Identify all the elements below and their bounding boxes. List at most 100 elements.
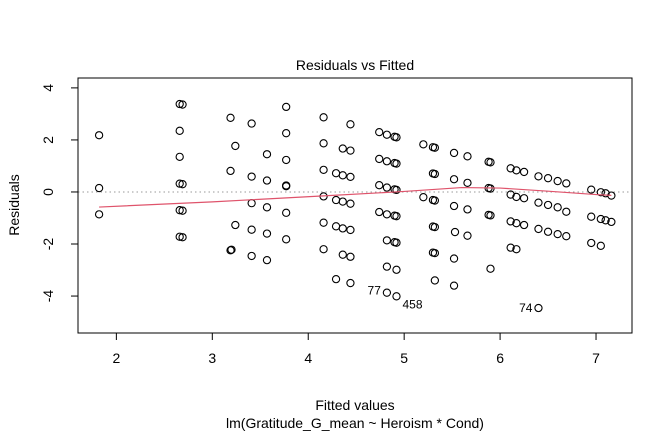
data-point (543, 174, 553, 183)
x-tick-label: 3 (208, 350, 216, 366)
data-point (463, 231, 472, 240)
data-point (247, 172, 256, 181)
data-point (346, 278, 355, 288)
data-point (463, 152, 472, 161)
data-point (486, 158, 495, 167)
data-point (596, 214, 605, 224)
data-point (178, 100, 187, 109)
data-point (519, 220, 529, 230)
data-point (506, 190, 515, 199)
data-point (587, 212, 596, 221)
data-point (601, 216, 610, 225)
data-point (282, 102, 291, 112)
y-tick-label: 2 (40, 136, 56, 144)
data-point (247, 225, 256, 234)
data-point (601, 189, 610, 198)
data-point (512, 245, 521, 254)
data-point (346, 252, 355, 261)
data-point (346, 172, 355, 182)
data-point (449, 201, 459, 211)
data-point (375, 181, 384, 190)
data-point (519, 194, 529, 203)
data-point (562, 179, 571, 188)
data-point (486, 184, 495, 193)
data-point (392, 238, 401, 247)
data-point (338, 144, 347, 153)
data-point (247, 199, 256, 208)
data-point (463, 205, 472, 214)
data-point (331, 195, 341, 205)
data-point (534, 303, 543, 313)
x-tick-label: 6 (496, 350, 504, 366)
data-point (430, 276, 440, 285)
data-point (346, 225, 355, 235)
data-point (419, 140, 428, 149)
data-point (382, 288, 392, 297)
data-point (247, 119, 256, 128)
data-point (375, 207, 384, 217)
data-point (346, 199, 355, 208)
data-point (587, 238, 596, 248)
data-point (512, 166, 521, 175)
data-point (506, 217, 515, 226)
data-point (449, 254, 459, 263)
outlier-label: 458 (402, 297, 422, 311)
data-point (392, 292, 401, 301)
data-point (175, 152, 184, 161)
data-point (553, 229, 562, 239)
data-point (534, 224, 543, 234)
data-point (231, 141, 240, 151)
data-point (319, 165, 328, 175)
data-point (231, 220, 240, 230)
data-point (392, 265, 401, 274)
data-point (392, 159, 401, 168)
data-point (534, 198, 543, 207)
data-point (94, 183, 104, 193)
data-point (226, 113, 235, 122)
data-point (331, 169, 341, 178)
data-point (596, 241, 605, 250)
lowess-smooth-line (99, 186, 612, 208)
data-point (375, 154, 384, 164)
data-point (450, 227, 460, 237)
data-point (486, 264, 495, 273)
y-tick-label: 0 (40, 188, 56, 196)
x-axis-label: Fitted values (315, 397, 394, 413)
data-point (392, 185, 401, 195)
x-axis-sublabel: lm(Gratitude_G_mean ~ Heroism * Cond) (226, 415, 484, 431)
data-point (562, 207, 571, 216)
data-point (587, 185, 596, 194)
data-point (607, 217, 616, 227)
data-point (282, 129, 291, 138)
data-point (262, 176, 272, 185)
data-point (226, 166, 235, 176)
data-point (319, 113, 328, 122)
data-point (94, 131, 104, 140)
data-point (506, 243, 515, 252)
data-point (392, 212, 401, 221)
data-point (175, 206, 184, 215)
outlier-label: 77 (368, 284, 382, 298)
y-tick-label: -2 (40, 238, 56, 251)
data-point (449, 175, 459, 184)
data-point (543, 227, 553, 236)
data-point (262, 150, 272, 159)
data-point (94, 210, 104, 219)
data-point (382, 157, 392, 166)
data-point (319, 245, 328, 254)
data-point (282, 235, 291, 244)
data-point (227, 245, 236, 254)
data-point (331, 222, 341, 231)
data-point (430, 248, 440, 258)
data-point (519, 167, 529, 177)
data-point (562, 232, 571, 241)
data-point (346, 120, 355, 129)
data-point (392, 133, 401, 142)
data-point (553, 203, 562, 212)
data-point (382, 130, 392, 139)
data-point (262, 255, 272, 265)
data-point (543, 200, 553, 210)
data-point (430, 169, 440, 179)
y-axis-label: Residuals (6, 174, 22, 235)
data-point (338, 224, 347, 233)
